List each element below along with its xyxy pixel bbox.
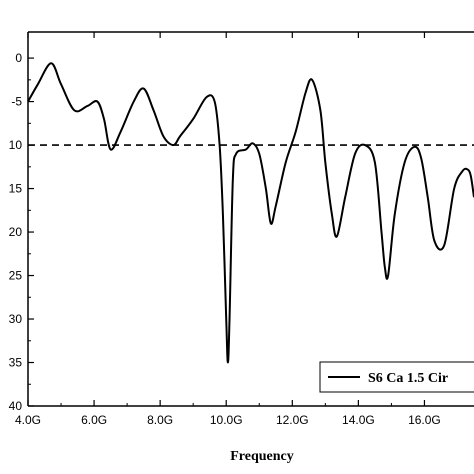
y-tick-label-6: 30 xyxy=(9,312,23,326)
plot-background xyxy=(28,32,474,406)
series-line-0 xyxy=(27,62,474,364)
x-tick-label-0: 4.0G xyxy=(15,413,41,427)
x-tick-label-5: 14.0G xyxy=(342,413,375,427)
x-tick-label-3: 10.0G xyxy=(210,413,243,427)
ticks-group: 4.0G 6.0G 8.0G 10.0G 12.0G 14.0G 16.0G 0 -5 10 15 2… xyxy=(9,32,441,427)
x-tick-label-4: 12.0G xyxy=(276,413,309,427)
y-tick-label-0: 0 xyxy=(15,51,22,65)
y-tick-label-3: 15 xyxy=(9,182,23,196)
legend: S6 Ca 1.5 Cir xyxy=(319,361,474,393)
x-tick-label-1: 6.0G xyxy=(81,413,107,427)
x-tick-label-2: 8.0G xyxy=(147,413,173,427)
series-group xyxy=(27,62,474,364)
y-tick-label-5: 25 xyxy=(9,269,23,283)
y-tick-label-2: 10 xyxy=(9,138,23,152)
y-tick-label-8: 40 xyxy=(9,399,23,413)
y-tick-label-1: -5 xyxy=(11,95,22,109)
x-axis-title: Frequency xyxy=(230,449,294,464)
legend-label: S6 Ca 1.5 Cir xyxy=(368,371,448,386)
axes-group xyxy=(27,31,474,407)
y-tick-label-4: 20 xyxy=(9,225,23,239)
y-tick-label-7: 35 xyxy=(9,356,23,370)
x-tick-label-6: 16.0G xyxy=(408,413,441,427)
